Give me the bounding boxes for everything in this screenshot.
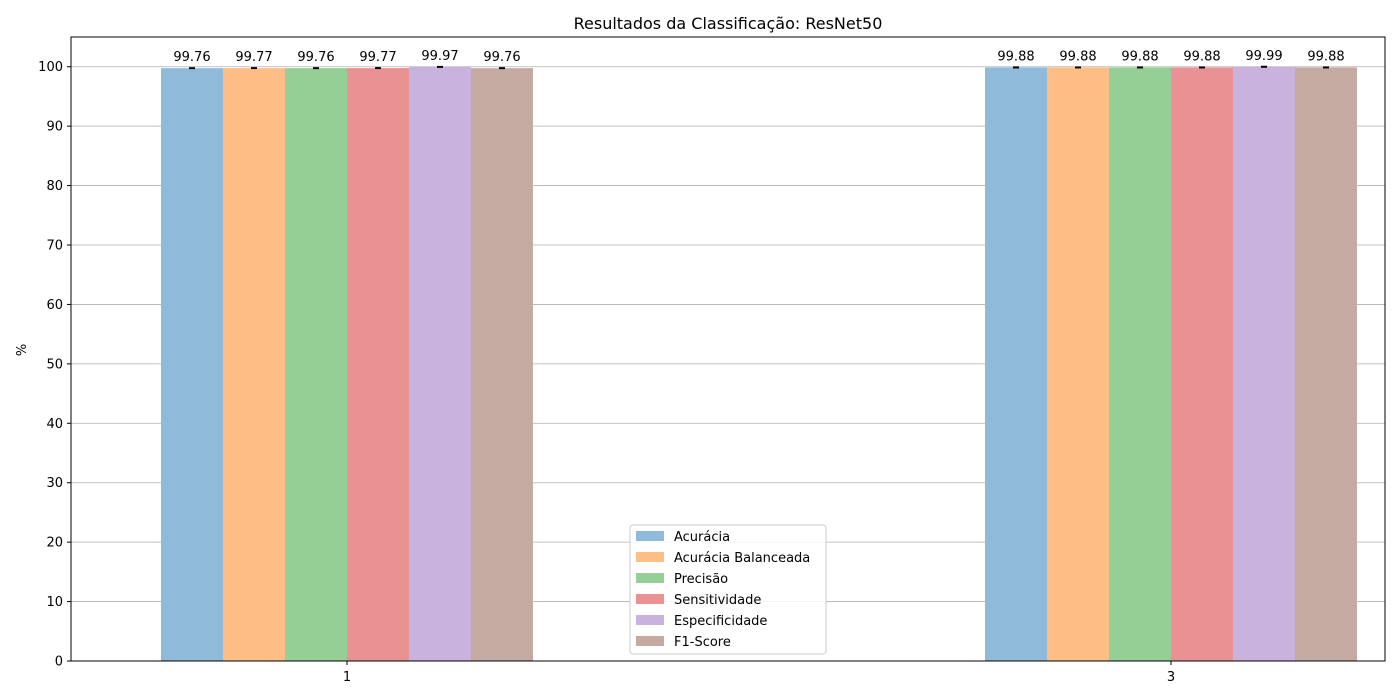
y-tick-label: 10: [46, 595, 63, 610]
legend-box: [629, 524, 827, 655]
legend-label: F1-Score: [674, 635, 731, 650]
axes: 0 10 20 30 40 50 60 70 80 90 100 1 3: [38, 60, 1175, 685]
value-label: 99.88: [1307, 49, 1344, 64]
y-tick-label: 50: [46, 357, 63, 372]
legend: Acurácia Acurácia Balanceada Precisão Sensi…: [629, 524, 827, 655]
value-label: 99.76: [297, 50, 334, 65]
y-axis-label: %: [15, 344, 30, 356]
bar: [985, 67, 1047, 661]
y-tick-label: 20: [46, 536, 63, 551]
chart-title: Resultados da Classificação: ResNet50: [574, 14, 883, 33]
plot-frame: [70, 36, 1386, 662]
value-label: 99.88: [1059, 49, 1096, 64]
y-tick-label: 90: [46, 120, 63, 135]
value-label: 99.77: [235, 50, 272, 65]
x-tick-label: 3: [1167, 670, 1175, 685]
value-label: 99.99: [1245, 49, 1282, 64]
legend-swatch: [636, 615, 664, 625]
legend-label: Acurácia Balanceada: [674, 551, 810, 566]
value-label: 99.88: [997, 49, 1034, 64]
legend-label: Acurácia: [674, 530, 730, 545]
bar: [1047, 67, 1109, 661]
y-tick-label: 60: [46, 298, 63, 313]
legend-label: Sensitividade: [674, 593, 761, 608]
bar: [1171, 67, 1233, 661]
value-label: 99.76: [483, 50, 520, 65]
y-tick-label: 40: [46, 417, 63, 432]
y-tick-label: 70: [46, 239, 63, 254]
legend-swatch: [636, 594, 664, 604]
bars: [161, 65, 1357, 662]
y-tick-label: 100: [38, 60, 63, 75]
y-tick-label: 30: [46, 476, 63, 491]
value-labels: 99.76 99.77 99.76 99.77 99.97 99.76 99.88 99.88…: [173, 49, 1344, 65]
bar: [161, 68, 223, 662]
bar: [347, 68, 409, 661]
bar: [1109, 67, 1171, 661]
value-label: 99.88: [1183, 49, 1220, 64]
legend-label: Especificidade: [674, 614, 767, 629]
y-tick-label: 80: [46, 179, 63, 194]
value-label: 99.77: [359, 50, 396, 65]
bar: [1233, 66, 1295, 662]
legend-label: Precisão: [674, 572, 728, 587]
bar: [1295, 67, 1357, 661]
value-label: 99.76: [173, 50, 210, 65]
value-label: 99.88: [1121, 49, 1158, 64]
bar: [409, 66, 471, 661]
y-tick-label: 0: [55, 655, 63, 670]
bar: [285, 68, 347, 662]
bar: [223, 68, 285, 661]
legend-swatch: [636, 573, 664, 583]
bar: [471, 68, 533, 662]
value-label: 99.97: [421, 49, 458, 64]
x-tick-label: 1: [343, 670, 351, 685]
legend-swatch: [636, 636, 664, 646]
legend-swatch: [636, 552, 664, 562]
legend-swatch: [636, 531, 664, 541]
